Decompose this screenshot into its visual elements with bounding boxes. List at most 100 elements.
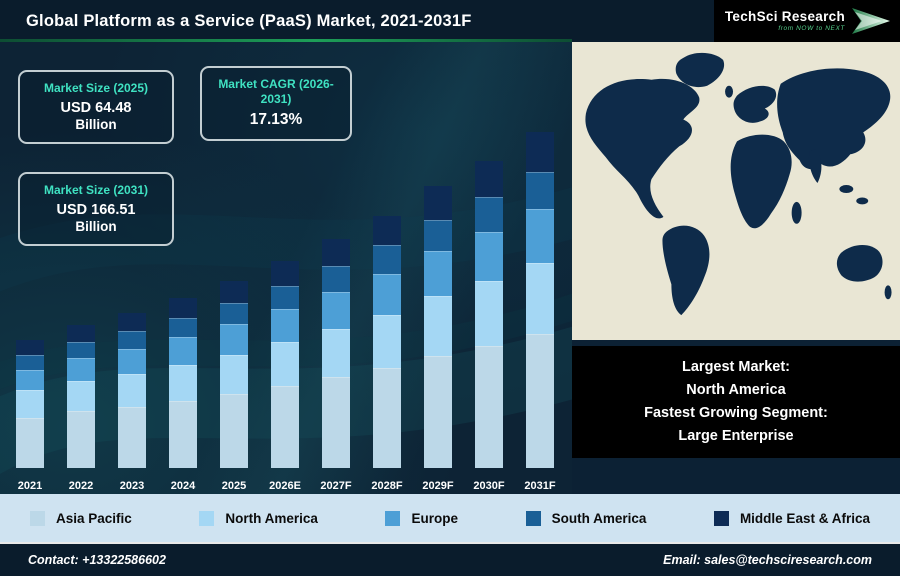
segment-middle-east-africa-2025: [220, 281, 248, 304]
x-label-2031f: 2031F: [524, 480, 556, 492]
segment-north-america-2021: [16, 390, 44, 418]
segment-asia-pacific-2027f: [322, 377, 350, 468]
legend-label-europe: Europe: [411, 510, 458, 526]
bar-2031f: [522, 132, 558, 468]
legend-swatch-south-america: [525, 510, 541, 526]
logo-text: TechSci Research from NOW to NEXT: [725, 9, 845, 32]
segment-middle-east-africa-2026e: [271, 261, 299, 286]
segment-north-america-2027f: [322, 329, 350, 378]
market-size-2025-unit: Billion: [75, 117, 117, 132]
segment-europe-2021: [16, 369, 44, 391]
segment-north-america-2029f: [424, 296, 452, 356]
techsci-logo: TechSci Research from NOW to NEXT: [714, 0, 900, 42]
segment-asia-pacific-2024: [169, 400, 197, 469]
footer-contact: Contact: +13322586602: [28, 553, 166, 567]
x-label-2021: 2021: [17, 480, 43, 492]
segment-north-america-2022: [67, 381, 95, 412]
largest-market-label: Largest Market:: [682, 359, 790, 376]
segment-asia-pacific-2022: [67, 411, 95, 468]
legend-item-north-america: North America: [199, 510, 318, 526]
segment-middle-east-africa-2028f: [373, 215, 401, 246]
logo-tagline: from NOW to NEXT: [778, 24, 845, 32]
market-size-2025-box: Market Size (2025) USD 64.48 Billion: [18, 70, 174, 144]
segment-north-america-2023: [118, 374, 146, 407]
legend-swatch-asia-pacific: [30, 510, 45, 526]
bar-2022: [63, 132, 99, 468]
segment-south-america-2023: [118, 331, 146, 349]
x-label-2028f: 2028F: [371, 480, 403, 492]
segment-europe-2026e: [271, 309, 299, 343]
legend-swatch-middle-east-africa: [713, 510, 729, 526]
x-label-2029f: 2029F: [422, 480, 454, 492]
segment-south-america-2031f: [526, 171, 554, 210]
segment-asia-pacific-2021: [16, 417, 44, 468]
stacked-bar-chart: [12, 132, 558, 469]
bar-2026e: [267, 132, 303, 468]
segment-middle-east-africa-2027f: [322, 239, 350, 267]
segment-north-america-2024: [169, 364, 197, 401]
logo-arrow-icon: [852, 8, 890, 34]
segment-europe-2029f: [424, 251, 452, 297]
market-cagr-title: Market CAGR (2026-2031): [218, 77, 334, 106]
legend-label-middle-east-africa: Middle East & Africa: [739, 510, 870, 526]
legend-label-asia-pacific: Asia Pacific: [56, 510, 132, 526]
highlight-box: Largest Market: North America Fastest Gr…: [572, 346, 900, 458]
main-content: Market Size (2025) USD 64.48 Billion Mar…: [0, 42, 900, 494]
x-label-2026e: 2026E: [269, 480, 301, 492]
bar-2024: [165, 132, 201, 469]
world-map: [572, 42, 900, 340]
x-label-2030f: 2030F: [473, 480, 505, 492]
legend-item-middle-east-africa: Middle East & Africa: [713, 510, 870, 526]
segment-asia-pacific-2025: [220, 394, 248, 469]
segment-north-america-2031f: [526, 263, 554, 335]
segment-europe-2022: [67, 358, 95, 382]
market-cagr-box: Market CAGR (2026-2031) 17.13%: [200, 66, 352, 141]
segment-middle-east-africa-2029f: [424, 186, 452, 220]
fastest-segment-value: Large Enterprise: [678, 427, 794, 444]
market-size-2025-title: Market Size (2025): [43, 81, 149, 95]
largest-market-value: North America: [686, 382, 786, 399]
segment-south-america-2024: [169, 318, 197, 338]
bar-2030f: [471, 132, 507, 469]
world-map-svg: [572, 42, 900, 340]
market-size-2031-unit: Billion: [75, 219, 117, 234]
segment-south-america-2029f: [424, 219, 452, 252]
segment-europe-2031f: [526, 209, 554, 264]
x-label-2023: 2023: [119, 480, 145, 492]
market-size-2031-box: Market Size (2031) USD 166.51 Billion: [18, 172, 174, 246]
segment-asia-pacific-2031f: [526, 334, 554, 468]
segment-south-america-2021: [16, 354, 44, 370]
legend-item-asia-pacific: Asia Pacific: [30, 510, 132, 526]
x-label-2027f: 2027F: [320, 480, 352, 492]
segment-south-america-2027f: [322, 266, 350, 293]
segment-north-america-2028f: [373, 314, 401, 368]
x-axis-labels: 2021 2022 2023 2024 2025 2026E 2027F 2028F 2029F…: [12, 480, 558, 492]
legend-label-north-america: North America: [225, 510, 318, 526]
segment-asia-pacific-2026e: [271, 385, 299, 468]
segment-south-america-2026e: [271, 285, 299, 310]
segment-middle-east-africa-2021: [16, 339, 44, 355]
market-cagr-value: 17.13%: [249, 111, 303, 128]
legend-swatch-europe: [385, 510, 401, 526]
segment-north-america-2030f: [475, 280, 503, 346]
legend-swatch-north-america: [199, 510, 215, 526]
bar-2023: [114, 132, 150, 468]
segment-asia-pacific-2028f: [373, 367, 401, 468]
market-size-2031-value: USD 166.51: [56, 202, 136, 218]
segment-south-america-2028f: [373, 245, 401, 274]
segment-europe-2024: [169, 337, 197, 365]
segment-middle-east-africa-2023: [118, 313, 146, 332]
segment-asia-pacific-2023: [118, 406, 146, 468]
footer-email: Email: sales@techsciresearch.com: [663, 553, 872, 567]
segment-middle-east-africa-2024: [169, 297, 197, 318]
segment-asia-pacific-2029f: [424, 355, 452, 468]
chart-panel: Market Size (2025) USD 64.48 Billion Mar…: [0, 42, 572, 494]
footer: Contact: +13322586602 Email: sales@techs…: [0, 542, 900, 576]
market-size-2025-value: USD 64.48: [60, 100, 132, 116]
segment-north-america-2026e: [271, 342, 299, 386]
segment-asia-pacific-2030f: [475, 345, 503, 469]
fastest-segment-label: Fastest Growing Segment:: [644, 405, 828, 421]
legend-item-south-america: South America: [525, 510, 646, 526]
header: Global Platform as a Service (PaaS) Mark…: [0, 0, 900, 42]
segment-south-america-2022: [67, 341, 95, 359]
